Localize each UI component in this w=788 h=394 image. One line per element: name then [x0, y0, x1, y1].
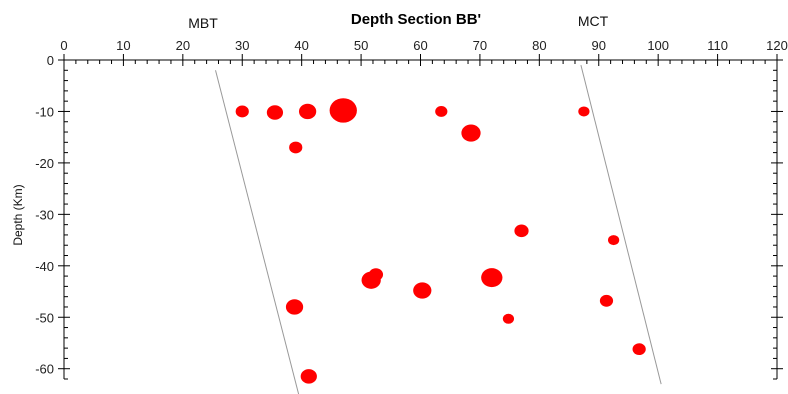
data-point [235, 105, 249, 118]
data-point [413, 282, 432, 299]
data-point [300, 369, 317, 384]
y-tick-label: -40 [35, 259, 54, 274]
fault-label-mbt: MBT [188, 15, 218, 31]
y-tick-label: 0 [47, 53, 54, 68]
data-point [435, 106, 448, 117]
chart-title: Depth Section BB' [351, 11, 481, 28]
data-point [599, 294, 614, 307]
x-tick-label: 70 [473, 38, 487, 53]
x-tick-label: 40 [294, 38, 308, 53]
fault-line-mct [580, 65, 662, 385]
data-points [235, 98, 646, 384]
data-point [361, 271, 381, 289]
x-tick-label: 120 [766, 38, 788, 53]
data-point [502, 313, 515, 324]
x-tick-label: 30 [235, 38, 249, 53]
data-point [266, 105, 284, 120]
y-tick-label: -20 [35, 156, 54, 171]
data-point [298, 103, 317, 120]
y-axis-label: Depth (Km) [11, 184, 25, 245]
data-point [481, 268, 503, 288]
data-point [289, 141, 303, 154]
y-tick-label: -10 [35, 104, 54, 119]
y-tick-label: -60 [35, 362, 54, 377]
fault-label-mct: MCT [578, 13, 609, 29]
y-tick-label: -50 [35, 310, 54, 325]
data-point [461, 124, 481, 142]
x-tick-label: 60 [413, 38, 427, 53]
data-point [285, 299, 304, 315]
x-tick-label: 110 [707, 38, 728, 53]
x-tick-label: 20 [176, 38, 190, 53]
x-tick-label: 90 [592, 38, 606, 53]
x-tick-label: 0 [60, 38, 67, 53]
data-point [329, 98, 357, 123]
data-point [514, 224, 529, 238]
x-tick-label: 100 [647, 38, 669, 53]
data-point [632, 343, 646, 356]
data-point [608, 235, 620, 246]
x-tick-label: 50 [354, 38, 368, 53]
axes: 0 10 20 30 40 50 60 70 80 90 100 110 120 0 -10 -20 -30 -4… [35, 38, 788, 380]
fault-line-mbt [215, 70, 300, 394]
y-tick-label: -30 [35, 207, 54, 222]
x-tick-label: 10 [116, 38, 130, 53]
data-point [578, 106, 590, 117]
fault-lines [215, 65, 662, 394]
x-tick-label: 80 [532, 38, 546, 53]
